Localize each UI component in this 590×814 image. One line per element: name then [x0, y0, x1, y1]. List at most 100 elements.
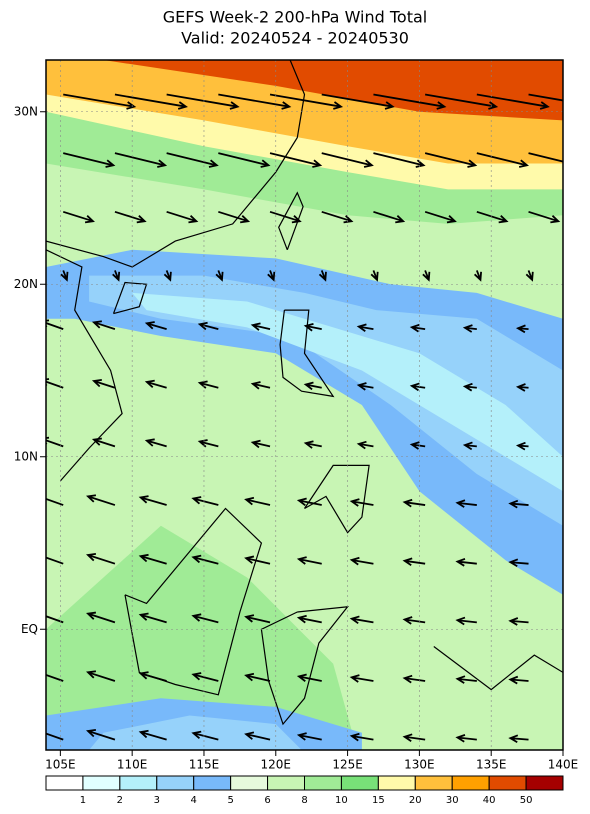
wind-vector: [244, 496, 271, 506]
wind-vector: [86, 670, 116, 682]
colorbar-box: [414, 775, 453, 791]
wind-vector: [462, 382, 477, 392]
wind-vector: [402, 733, 426, 742]
colorbar-box: [525, 775, 564, 791]
wind-vector: [63, 93, 137, 110]
colorbar-label: 15: [372, 795, 385, 806]
wind-vector: [62, 210, 95, 224]
colorbar-label: 20: [409, 795, 422, 806]
wind-vector: [138, 495, 167, 506]
colorbar-label: 6: [264, 795, 270, 806]
wind-vector: [91, 320, 116, 330]
colorbar-box: [82, 775, 121, 791]
wind-vector: [356, 382, 374, 391]
wind-vector: [508, 734, 529, 743]
coastline: [260, 606, 349, 726]
wind-vector: [424, 210, 457, 224]
coastline: [46, 249, 123, 482]
wind-vector: [528, 152, 563, 163]
colorbar-box: [156, 775, 195, 791]
lat-label: 20N: [14, 277, 38, 291]
wind-vector: [218, 152, 271, 168]
shade: [89, 275, 563, 526]
colorbar-label: 1: [80, 795, 86, 806]
wind-vector: [455, 616, 477, 626]
wind-vector: [349, 674, 374, 683]
wind-vector: [218, 93, 292, 110]
wind-vector: [114, 152, 168, 168]
wind-vector: [409, 323, 426, 333]
colorbar-box: [488, 775, 527, 791]
wind-vector: [318, 270, 327, 282]
wind-vector: [303, 381, 322, 391]
wind-vector: [455, 558, 477, 567]
wind-vector: [138, 671, 167, 682]
wind-vector: [321, 93, 395, 110]
coastline: [304, 464, 370, 534]
lon-label: 130E: [404, 758, 435, 772]
wind-vector: [218, 210, 251, 224]
wind-vector: [46, 556, 64, 565]
wind-vector: [244, 672, 271, 682]
wind-vector: [473, 270, 482, 282]
wind-vector: [303, 323, 322, 332]
wind-vector: [269, 210, 302, 224]
wind-vector: [114, 210, 147, 224]
wind-vector: [373, 210, 406, 224]
wind-vector: [86, 611, 116, 624]
colorbar-label: 4: [191, 795, 197, 806]
wind-vector: [515, 383, 529, 392]
wind-vector: [402, 674, 426, 684]
wind-vector: [267, 270, 276, 282]
wind-vector: [349, 498, 374, 507]
wind-vector: [244, 555, 271, 565]
wind-vector: [166, 93, 240, 110]
lon-label: 135E: [476, 758, 507, 772]
lat-label: 30N: [14, 104, 38, 118]
wind-vector: [166, 152, 219, 168]
wind-vector: [91, 437, 116, 448]
wind-vector: [215, 270, 224, 282]
wind-vector: [476, 152, 529, 168]
wind-vector: [112, 270, 121, 282]
wind-vector: [138, 553, 167, 565]
coastline: [46, 60, 306, 268]
lon-label: 125E: [332, 758, 363, 772]
wind-vector: [296, 732, 322, 741]
wind-vector: [250, 322, 271, 331]
wind-vector: [455, 499, 477, 508]
wind-vector: [191, 672, 219, 682]
wind-vector: [46, 732, 64, 741]
wind-vector: [91, 378, 116, 389]
wind-vector: [144, 321, 167, 330]
wind-vector: [269, 93, 344, 110]
colorbar-label: 50: [520, 795, 533, 806]
colorbar-label: 3: [154, 795, 160, 806]
wind-vector: [455, 675, 477, 684]
wind-vector: [114, 93, 188, 110]
colorbar-box: [230, 775, 269, 791]
wind-vector: [525, 270, 534, 282]
wind-vector: [476, 210, 509, 224]
wind-vector: [296, 497, 322, 507]
lon-label: 105E: [45, 758, 76, 772]
lat-label: EQ: [21, 622, 38, 636]
shade: [103, 60, 563, 121]
wind-vector: [528, 210, 561, 224]
wind-vector: [321, 210, 354, 224]
wind-vector: [296, 556, 322, 565]
lat-label: 10N: [14, 449, 38, 463]
wind-vector: [46, 497, 64, 506]
wind-vector: [349, 556, 374, 566]
wind-vector: [86, 553, 116, 565]
shade: [46, 525, 358, 750]
wind-vector: [303, 440, 322, 449]
wind-vector: [356, 440, 374, 450]
colorbar-label: 30: [446, 795, 459, 806]
wind-vector: [163, 270, 172, 282]
wind-vector: [422, 270, 431, 282]
colorbar-label: 2: [117, 795, 123, 806]
wind-vector: [373, 93, 447, 110]
colorbar-box: [119, 775, 158, 791]
wind-vector: [63, 152, 116, 168]
